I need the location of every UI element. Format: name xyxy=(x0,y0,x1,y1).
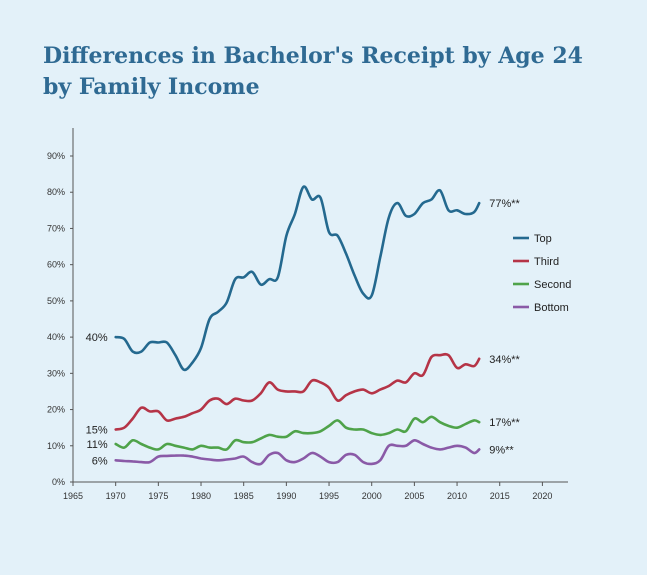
x-tick-label: 1965 xyxy=(63,491,83,501)
end-label-third: 34%** xyxy=(489,354,520,366)
x-tick-label: 2005 xyxy=(404,491,424,501)
series-line-second xyxy=(114,415,481,451)
y-tick-label: 20% xyxy=(47,405,65,415)
y-tick-label: 90% xyxy=(47,151,65,161)
series-line-third xyxy=(114,352,481,431)
x-tick-label: 1985 xyxy=(234,491,254,501)
x-tick-label: 1990 xyxy=(276,491,296,501)
y-tick-label: 0% xyxy=(52,477,65,487)
y-tick-label: 70% xyxy=(47,223,65,233)
y-tick-label: 50% xyxy=(47,296,65,306)
legend-label-second: Second xyxy=(534,279,571,291)
y-tick-label: 80% xyxy=(47,187,65,197)
legend-label-third: Third xyxy=(534,256,559,268)
y-tick-label: 40% xyxy=(47,332,65,342)
end-label-top: 77%** xyxy=(489,198,520,210)
x-tick-label: 2020 xyxy=(532,491,552,501)
y-tick-label: 10% xyxy=(47,441,65,451)
x-tick-label: 2000 xyxy=(362,491,382,501)
legend-label-bottom: Bottom xyxy=(534,302,569,314)
x-tick-label: 1975 xyxy=(148,491,168,501)
x-tick-label: 2015 xyxy=(490,491,510,501)
chart-title: Differences in Bachelor's Receipt by Age… xyxy=(43,43,583,100)
series-line-bottom xyxy=(114,438,481,466)
x-tick-label: 1980 xyxy=(191,491,211,501)
series-line-top xyxy=(114,185,481,372)
x-tick-label: 2010 xyxy=(447,491,467,501)
end-label-bottom: 9%** xyxy=(489,444,514,456)
x-tick-label: 1995 xyxy=(319,491,339,501)
end-label-second: 17%** xyxy=(489,417,520,429)
start-label-second: 11% xyxy=(86,439,107,451)
y-tick-label: 60% xyxy=(47,260,65,270)
start-label-third: 15% xyxy=(86,424,108,436)
x-tick-label: 1970 xyxy=(106,491,126,501)
start-label-bottom: 6% xyxy=(92,455,108,467)
legend-label-top: Top xyxy=(534,233,552,245)
start-label-top: 40% xyxy=(86,332,108,344)
y-tick-label: 30% xyxy=(47,368,65,378)
